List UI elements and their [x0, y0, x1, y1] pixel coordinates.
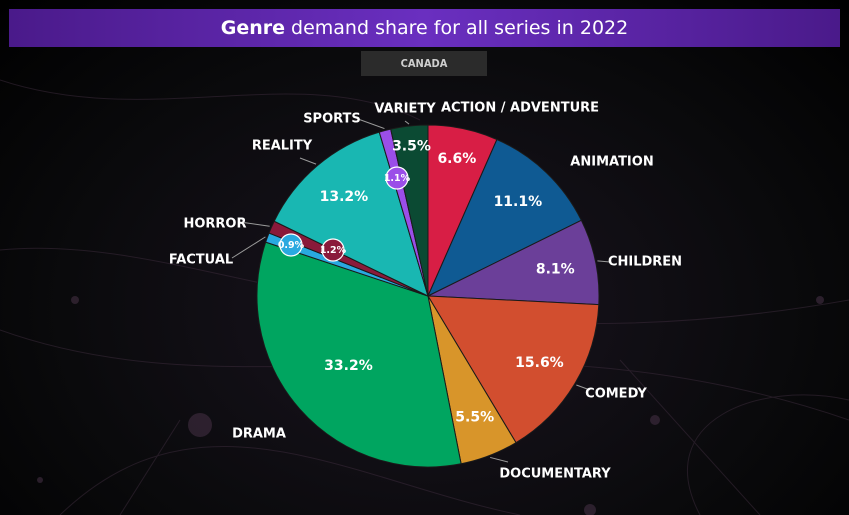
slice-animation — [426, 138, 582, 298]
pie-slices — [256, 124, 600, 468]
chart-title: Genre demand share for all series in 202… — [9, 9, 840, 47]
leader-horror — [239, 221, 270, 227]
value-children: 8.1% — [536, 262, 575, 278]
leader-documentary — [490, 456, 509, 463]
label-horror: HORROR — [183, 217, 246, 232]
leader-variety — [404, 120, 410, 125]
value-reality: 13.2% — [320, 189, 369, 205]
value-labels: 6.6% 11.1% 8.1% 15.6% 5.5% 33.2% 0.9% 1.2% 13.2%… — [278, 138, 575, 425]
value-horror: 1.2% — [320, 245, 347, 256]
leader-comedy — [576, 384, 591, 391]
label-comedy: COMEDY — [585, 387, 647, 402]
category-labels: ACTION / ADVENTURE ANIMATION CHILDREN COMED… — [169, 101, 682, 482]
value-documentary: 5.5% — [455, 409, 494, 425]
label-factual: FACTUAL — [169, 253, 233, 268]
leader-lines — [231, 118, 611, 463]
value-sports: 1.1% — [384, 173, 411, 184]
slice-comedy — [427, 295, 600, 444]
region-tag: CANADA — [361, 51, 487, 76]
leader-reality — [299, 157, 317, 165]
badge-sports — [385, 166, 409, 190]
label-reality: REALITY — [252, 139, 313, 154]
value-factual: 0.9% — [278, 240, 305, 251]
label-action-adventure: ACTION / ADVENTURE — [441, 101, 599, 116]
leader-sports — [357, 118, 385, 130]
leader-factual — [231, 236, 266, 259]
value-comedy: 15.6% — [515, 355, 564, 371]
label-drama: DRAMA — [232, 427, 286, 442]
badge-factual — [279, 233, 303, 257]
value-drama: 33.2% — [324, 358, 373, 374]
value-animation: 11.1% — [494, 194, 543, 210]
label-documentary: DOCUMENTARY — [499, 467, 611, 482]
value-variety: 3.5% — [392, 138, 431, 154]
label-children: CHILDREN — [608, 255, 682, 270]
label-animation: ANIMATION — [570, 155, 653, 170]
label-sports: SPORTS — [303, 112, 361, 127]
leader-children — [597, 260, 611, 263]
value-action-adventure: 6.6% — [437, 151, 476, 167]
title-bold: Genre — [220, 17, 286, 39]
badge-horror — [321, 238, 345, 262]
title-rest: demand share for all series in 2022 — [291, 17, 629, 39]
slice-drama — [256, 241, 462, 468]
label-variety: VARIETY — [374, 102, 436, 117]
